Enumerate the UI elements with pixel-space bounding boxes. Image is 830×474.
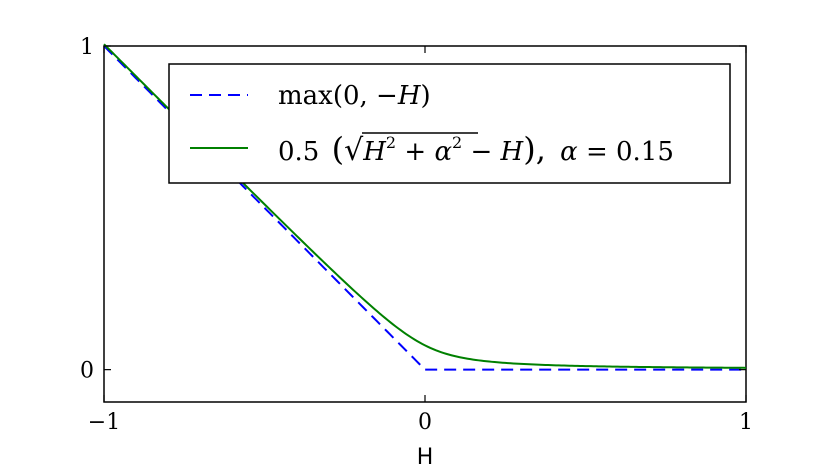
x-tick-label: −1 xyxy=(88,410,120,435)
y-axis-ticks: 01 xyxy=(80,35,746,384)
legend: max(0, −H) 0.5 (√H2 + α2 − H), α = 0.15 xyxy=(168,63,731,184)
x-axis-ticks: −1 0 1 xyxy=(88,46,753,435)
x-tick-label: 0 xyxy=(418,410,432,435)
x-axis-label: H xyxy=(417,445,434,470)
legend-box xyxy=(168,63,731,184)
y-tick-label: 0 xyxy=(80,359,94,384)
legend-label-max: max(0, −H) xyxy=(278,81,431,111)
y-tick-label: 1 xyxy=(80,35,94,60)
x-tick-label: 1 xyxy=(739,410,753,435)
legend-label-smooth: 0.5 (√H2 + α2 − H), α = 0.15 xyxy=(278,130,674,168)
series-max-line xyxy=(103,45,746,371)
